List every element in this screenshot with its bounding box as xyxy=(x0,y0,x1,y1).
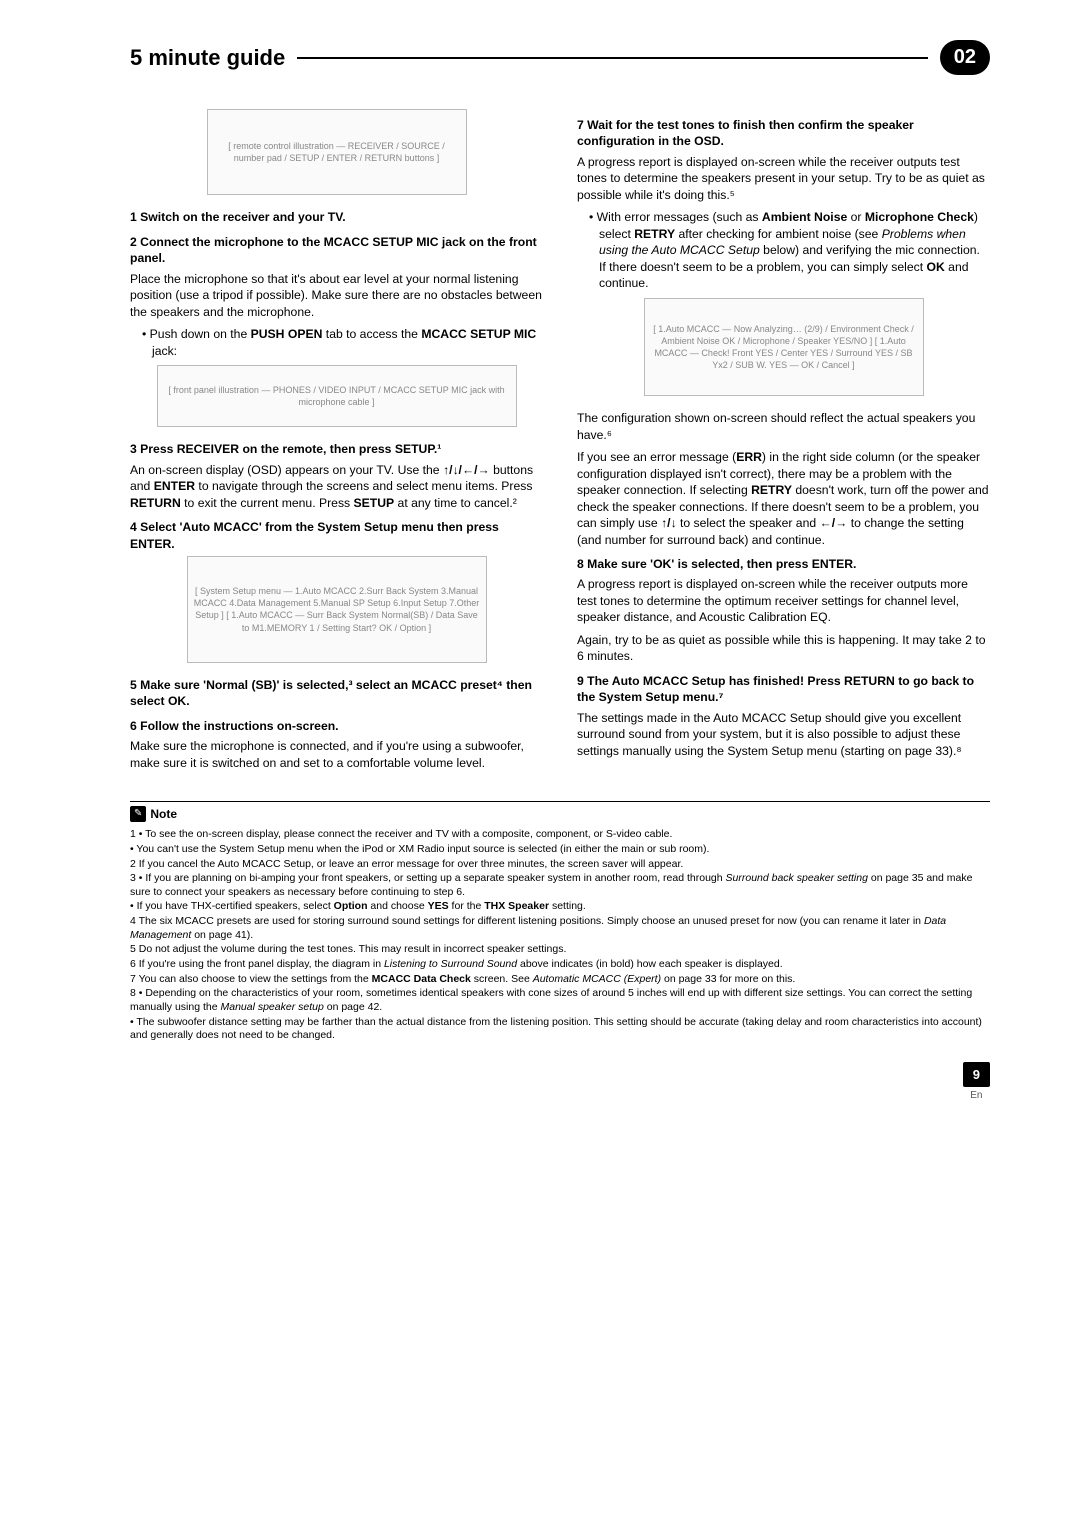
step-7-body-3: If you see an error message (ERR) in the… xyxy=(577,449,990,548)
auto-mcacc-analyze-illustration: [ 1.Auto MCACC — Now Analyzing… (2/9) / … xyxy=(644,298,924,397)
step-6-body: Make sure the microphone is connected, a… xyxy=(130,738,543,771)
note-icon: ✎ xyxy=(130,806,146,822)
front-panel-illustration: [ front panel illustration — PHONES / VI… xyxy=(157,365,517,427)
step-6-heading: 6 Follow the instructions on-screen. xyxy=(130,718,543,734)
chapter-badge: 02 xyxy=(940,40,990,75)
right-column: 7 Wait for the test tones to finish then… xyxy=(577,109,990,777)
note-1a: 1 • To see the on-screen display, please… xyxy=(130,828,990,842)
note-label-text: Note xyxy=(150,806,177,822)
page-header: 5 minute guide 02 xyxy=(130,40,990,75)
step-3-heading: 3 Press RECEIVER on the remote, then pre… xyxy=(130,441,543,457)
notes-divider xyxy=(130,801,990,802)
step-4-heading: 4 Select 'Auto MCACC' from the System Se… xyxy=(130,519,543,552)
note-3b: • If you have THX-certified speakers, se… xyxy=(130,900,990,914)
note-1b: • You can't use the System Setup menu wh… xyxy=(130,843,990,857)
step-7-bullet: With error messages (such as Ambient Noi… xyxy=(577,209,990,291)
guide-title: 5 minute guide xyxy=(130,43,285,73)
note-7: 7 You can also choose to view the settin… xyxy=(130,973,990,987)
note-6: 6 If you're using the front panel displa… xyxy=(130,958,990,972)
note-8b: • The subwoofer distance setting may be … xyxy=(130,1016,990,1043)
step-8-body-2: Again, try to be as quiet as possible wh… xyxy=(577,632,990,665)
notes-block: 1 • To see the on-screen display, please… xyxy=(130,828,990,1043)
step-2-heading: 2 Connect the microphone to the MCACC SE… xyxy=(130,234,543,267)
step-9-body: The settings made in the Auto MCACC Setu… xyxy=(577,710,990,759)
note-8a: 8 • Depending on the characteristics of … xyxy=(130,987,990,1014)
note-label: ✎ Note xyxy=(130,806,990,822)
step-8-body-1: A progress report is displayed on-screen… xyxy=(577,576,990,625)
step-2-body: Place the microphone so that it's about … xyxy=(130,271,543,320)
step-7-body-1: A progress report is displayed on-screen… xyxy=(577,154,990,203)
step-7-heading: 7 Wait for the test tones to finish then… xyxy=(577,117,990,150)
step-3-body: An on-screen display (OSD) appears on yo… xyxy=(130,462,543,511)
note-3a: 3 • If you are planning on bi-amping you… xyxy=(130,872,990,899)
step-1-heading: 1 Switch on the receiver and your TV. xyxy=(130,209,543,225)
left-column: [ remote control illustration — RECEIVER… xyxy=(130,109,543,777)
note-2: 2 If you cancel the Auto MCACC Setup, or… xyxy=(130,858,990,872)
page-number: 9 xyxy=(963,1062,990,1088)
note-4: 4 The six MCACC presets are used for sto… xyxy=(130,915,990,942)
system-setup-menus-illustration: [ System Setup menu — 1.Auto MCACC 2.Sur… xyxy=(187,556,487,663)
step-8-heading: 8 Make sure 'OK' is selected, then press… xyxy=(577,556,990,572)
page-number-box: 9 En xyxy=(963,1062,990,1103)
step-5-heading: 5 Make sure 'Normal (SB)' is selected,³ … xyxy=(130,677,543,710)
title-rule xyxy=(297,57,928,59)
step-2-bullet: Push down on the PUSH OPEN tab to access… xyxy=(130,326,543,359)
note-5: 5 Do not adjust the volume during the te… xyxy=(130,943,990,957)
page-language: En xyxy=(963,1089,990,1103)
step-9-heading: 9 The Auto MCACC Setup has finished! Pre… xyxy=(577,673,990,706)
remote-illustration: [ remote control illustration — RECEIVER… xyxy=(207,109,467,195)
step-7-body-2: The configuration shown on-screen should… xyxy=(577,410,990,443)
